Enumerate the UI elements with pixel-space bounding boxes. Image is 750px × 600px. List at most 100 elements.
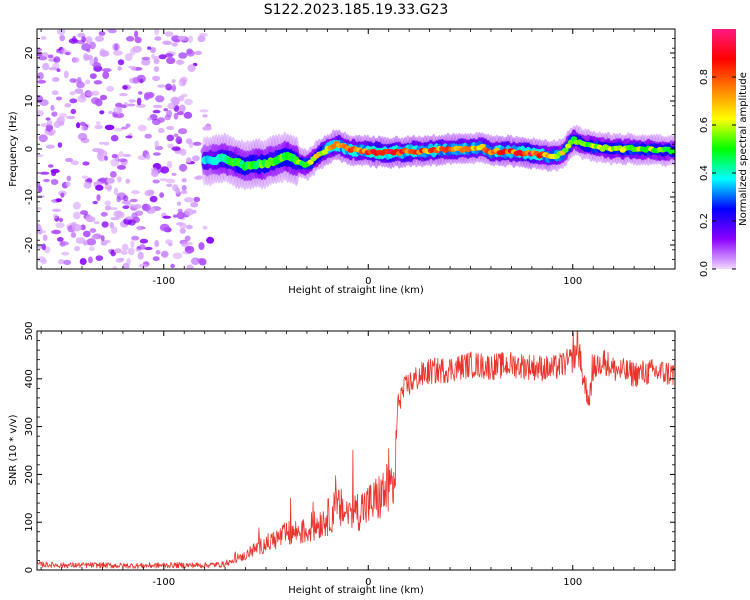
noise-speckle — [178, 52, 188, 59]
noise-speckle — [103, 155, 108, 161]
noise-speckle — [121, 126, 128, 130]
spectrogram-y-axis-label: Frequency (Hz) — [8, 111, 19, 187]
noise-speckle — [96, 152, 103, 160]
noise-speckle — [72, 201, 81, 210]
noise-speckle — [74, 88, 84, 94]
noise-speckle — [139, 244, 146, 250]
noise-speckle — [82, 230, 91, 238]
noise-speckle — [129, 198, 138, 203]
noise-speckle — [37, 110, 44, 117]
noise-speckle — [60, 192, 65, 198]
noise-speckle — [83, 54, 90, 60]
noise-speckle — [46, 120, 53, 126]
snr-panel: -100 0 100 0 100 200 300 400 500 Height of stra… — [8, 321, 676, 596]
noise-speckle — [176, 111, 184, 116]
y-tick-label: -20 — [24, 237, 35, 253]
noise-speckle — [41, 243, 46, 251]
noise-speckle — [88, 256, 93, 264]
noise-speckle — [177, 208, 183, 213]
noise-speckle — [82, 161, 90, 166]
noise-speckle — [135, 210, 144, 216]
noise-speckle — [175, 136, 183, 145]
noise-speckle — [38, 134, 48, 143]
noise-speckle — [128, 99, 137, 103]
noise-speckle — [100, 235, 105, 242]
x-tick-label: -100 — [152, 577, 175, 588]
noise-speckle — [100, 211, 108, 217]
noise-speckle — [111, 154, 118, 159]
y-tick-label: 0 — [24, 567, 35, 573]
noise-speckle — [119, 93, 128, 97]
noise-speckle — [126, 258, 131, 266]
noise-speckle — [77, 95, 87, 103]
noise-speckle — [117, 66, 122, 71]
noise-speckle — [118, 158, 128, 163]
noise-speckle — [39, 99, 49, 106]
noise-speckle — [55, 198, 63, 203]
noise-speckle — [80, 125, 88, 131]
noise-speckle — [43, 178, 50, 183]
noise-speckle — [110, 134, 119, 142]
noise-speckle — [108, 110, 114, 115]
noise-speckle — [135, 248, 141, 252]
snr-frame — [36, 330, 676, 571]
noise-speckle — [99, 94, 108, 101]
noise-speckle — [98, 31, 106, 36]
noise-speckle — [186, 157, 192, 164]
noise-speckle — [95, 184, 104, 191]
noise-speckle — [56, 29, 66, 36]
colorbar-tick-label: 0.0 — [699, 261, 710, 277]
noise-speckle — [51, 90, 59, 96]
noise-speckle — [181, 185, 187, 191]
noise-speckle — [85, 214, 93, 223]
noise-speckle — [89, 73, 97, 79]
y-tick-label: 100 — [24, 513, 35, 532]
noise-speckle — [195, 175, 203, 180]
noise-speckle — [83, 181, 92, 189]
noise-speckle — [50, 129, 56, 135]
y-tick-label: 300 — [24, 417, 35, 436]
noise-speckle — [42, 63, 50, 71]
noise-speckle — [199, 32, 208, 37]
noise-speckle — [40, 36, 47, 40]
spectrogram-x-ticks: -100 0 100 — [40, 29, 676, 287]
noise-speckle — [86, 238, 97, 246]
noise-speckle — [102, 68, 112, 73]
noise-speckle — [137, 124, 147, 132]
noise-speckle — [37, 79, 47, 84]
noise-speckle — [171, 79, 176, 84]
noise-speckle — [126, 36, 135, 42]
noise-speckle — [76, 81, 85, 89]
noise-speckle — [202, 225, 208, 230]
noise-speckle — [116, 176, 122, 183]
noise-speckle — [121, 200, 131, 205]
noise-speckle — [160, 166, 170, 174]
noise-speckle — [198, 242, 205, 251]
noise-speckle — [46, 124, 53, 132]
noise-speckle — [147, 117, 153, 121]
noise-speckle — [95, 98, 103, 107]
noise-speckle — [122, 153, 132, 158]
noise-speckle — [48, 67, 58, 71]
noise-speckle — [105, 239, 111, 244]
noise-speckle — [66, 115, 76, 120]
noise-speckle — [179, 36, 189, 42]
noise-speckle — [166, 160, 173, 169]
noise-speckle — [190, 201, 199, 208]
noise-speckle — [154, 140, 159, 148]
noise-speckle — [72, 57, 80, 63]
noise-speckle — [50, 104, 55, 111]
noise-speckle — [163, 108, 168, 112]
noise-speckle — [131, 235, 140, 241]
noise-speckle — [129, 47, 136, 56]
noise-speckle — [155, 95, 165, 103]
noise-speckle — [81, 36, 86, 43]
noise-speckle — [152, 75, 161, 82]
noise-speckle — [81, 43, 91, 51]
noise-speckle — [138, 91, 143, 95]
noise-speckle — [110, 217, 120, 221]
noise-speckle — [57, 259, 65, 265]
noise-speckle — [65, 157, 73, 163]
noise-speckle — [94, 124, 103, 130]
